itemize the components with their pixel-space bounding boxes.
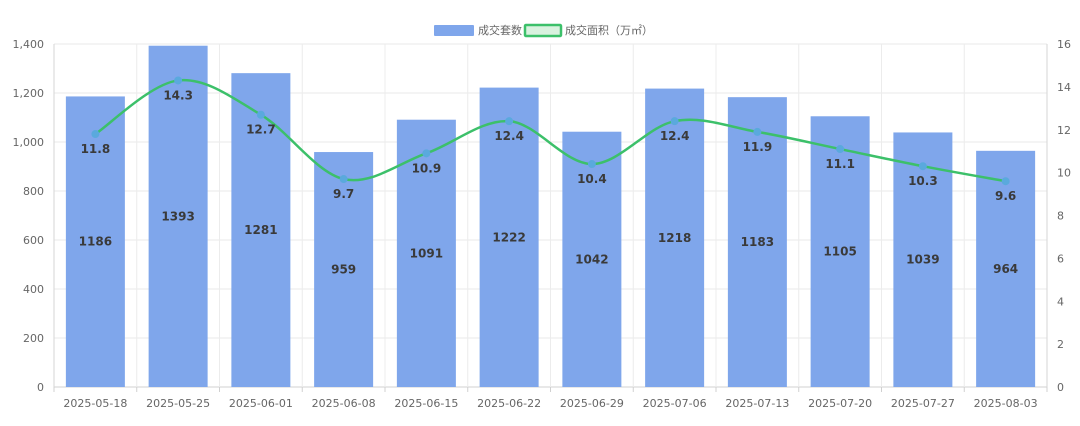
line-data-label: 12.7 <box>246 123 276 137</box>
y-left-tick-label: 1,200 <box>13 87 45 100</box>
x-tick-label: 2025-07-13 <box>725 397 789 410</box>
bar <box>314 152 374 387</box>
bar-data-label: 1281 <box>244 223 277 237</box>
y-right-tick-label: 4 <box>1057 295 1064 308</box>
y-right-tick-label: 6 <box>1057 252 1064 265</box>
line-data-label: 11.8 <box>81 142 111 156</box>
y-left-tick-label: 600 <box>23 234 44 247</box>
y-left-tick-label: 1,000 <box>13 136 45 149</box>
y-right-tick-label: 10 <box>1057 167 1071 180</box>
line-data-label: 10.9 <box>412 161 442 175</box>
bar <box>976 150 1036 387</box>
bar-data-label: 1222 <box>492 230 525 244</box>
x-tick-label: 2025-05-18 <box>63 397 127 410</box>
line-data-label: 11.9 <box>743 140 773 154</box>
bar <box>479 87 539 388</box>
x-tick-label: 2025-06-08 <box>312 397 376 410</box>
y-left-tick-label: 400 <box>23 283 44 296</box>
bar-data-label: 1393 <box>161 209 194 223</box>
bar <box>231 73 291 387</box>
bar <box>65 96 125 388</box>
line-point <box>505 117 514 126</box>
bar-data-label: 1218 <box>658 231 691 245</box>
bar-data-label: 1042 <box>575 252 608 266</box>
bar-data-label: 1091 <box>410 246 443 260</box>
y-right-tick-label: 14 <box>1057 81 1071 94</box>
bar-data-label: 1105 <box>823 245 856 259</box>
x-tick-label: 2025-07-20 <box>808 397 872 410</box>
line-point <box>339 175 348 184</box>
y-right-tick-label: 2 <box>1057 338 1064 351</box>
line-point <box>91 130 100 139</box>
y-left-tick-label: 800 <box>23 185 44 198</box>
x-tick-label: 2025-05-25 <box>146 397 210 410</box>
bar <box>645 88 705 387</box>
line-point <box>670 117 679 126</box>
bar <box>893 132 953 387</box>
y-left-tick-label: 200 <box>23 332 44 345</box>
bar <box>148 45 208 388</box>
x-tick-label: 2025-06-15 <box>394 397 458 410</box>
axes: 0 200 400 600 800 1,000 1,200 1,400 0 2 4 6 8 10 12 14 1… <box>13 38 1072 410</box>
bar-data-label: 959 <box>331 263 356 277</box>
line-point <box>753 127 762 136</box>
line-point <box>256 110 265 119</box>
y-right-tick-label: 16 <box>1057 38 1071 51</box>
bar <box>810 116 870 388</box>
legend-swatch-line[interactable] <box>523 23 563 38</box>
line-data-label: 12.4 <box>494 129 524 143</box>
line-data-label: 11.1 <box>825 157 855 171</box>
line-data-label: 10.4 <box>577 172 607 186</box>
line-data-label: 9.6 <box>995 189 1016 203</box>
legend: 成交套数 成交面积（万㎡） <box>434 23 653 38</box>
x-tick-label: 2025-07-27 <box>891 397 955 410</box>
line-data-label: 9.7 <box>333 187 354 201</box>
x-tick-label: 2025-08-03 <box>974 397 1038 410</box>
bar <box>562 131 622 387</box>
line-point <box>918 162 927 171</box>
bar-series: 1186 1393 1281 959 1091 1222 1042 1218 1183 1105 1… <box>65 45 1036 388</box>
x-tick-label: 2025-06-22 <box>477 397 541 410</box>
x-tick-label: 2025-06-29 <box>560 397 624 410</box>
legend-label-bar[interactable]: 成交套数 <box>478 23 522 37</box>
line-point <box>1001 177 1010 186</box>
x-tick-label: 2025-06-01 <box>229 397 293 410</box>
y-right-tick-label: 0 <box>1057 381 1064 394</box>
line-point <box>587 160 596 169</box>
bar-data-label: 1039 <box>906 253 939 267</box>
y-left-tick-label: 1,400 <box>13 38 45 51</box>
line-point <box>836 145 845 154</box>
bar <box>727 97 787 387</box>
legend-swatch-bar[interactable] <box>434 25 474 36</box>
line-series: 11.8 14.3 12.7 9.7 10.9 12.4 10.4 12.4 11.9 11.1 1… <box>81 76 1016 203</box>
bar-data-label: 964 <box>993 262 1018 276</box>
y-right-tick-label: 12 <box>1057 124 1071 137</box>
line-point <box>174 76 183 85</box>
bar-data-label: 1186 <box>79 235 112 249</box>
bar-data-label: 1183 <box>741 235 774 249</box>
line-data-label: 12.4 <box>660 129 690 143</box>
y-left-tick-label: 0 <box>37 381 44 394</box>
line-point <box>422 149 431 158</box>
y-right-tick-label: 8 <box>1057 210 1064 223</box>
line-data-label: 14.3 <box>163 88 193 102</box>
bar <box>396 119 456 387</box>
legend-label-line[interactable]: 成交面积（万㎡） <box>565 23 653 37</box>
x-tick-label: 2025-07-06 <box>643 397 707 410</box>
line-data-label: 10.3 <box>908 174 938 188</box>
